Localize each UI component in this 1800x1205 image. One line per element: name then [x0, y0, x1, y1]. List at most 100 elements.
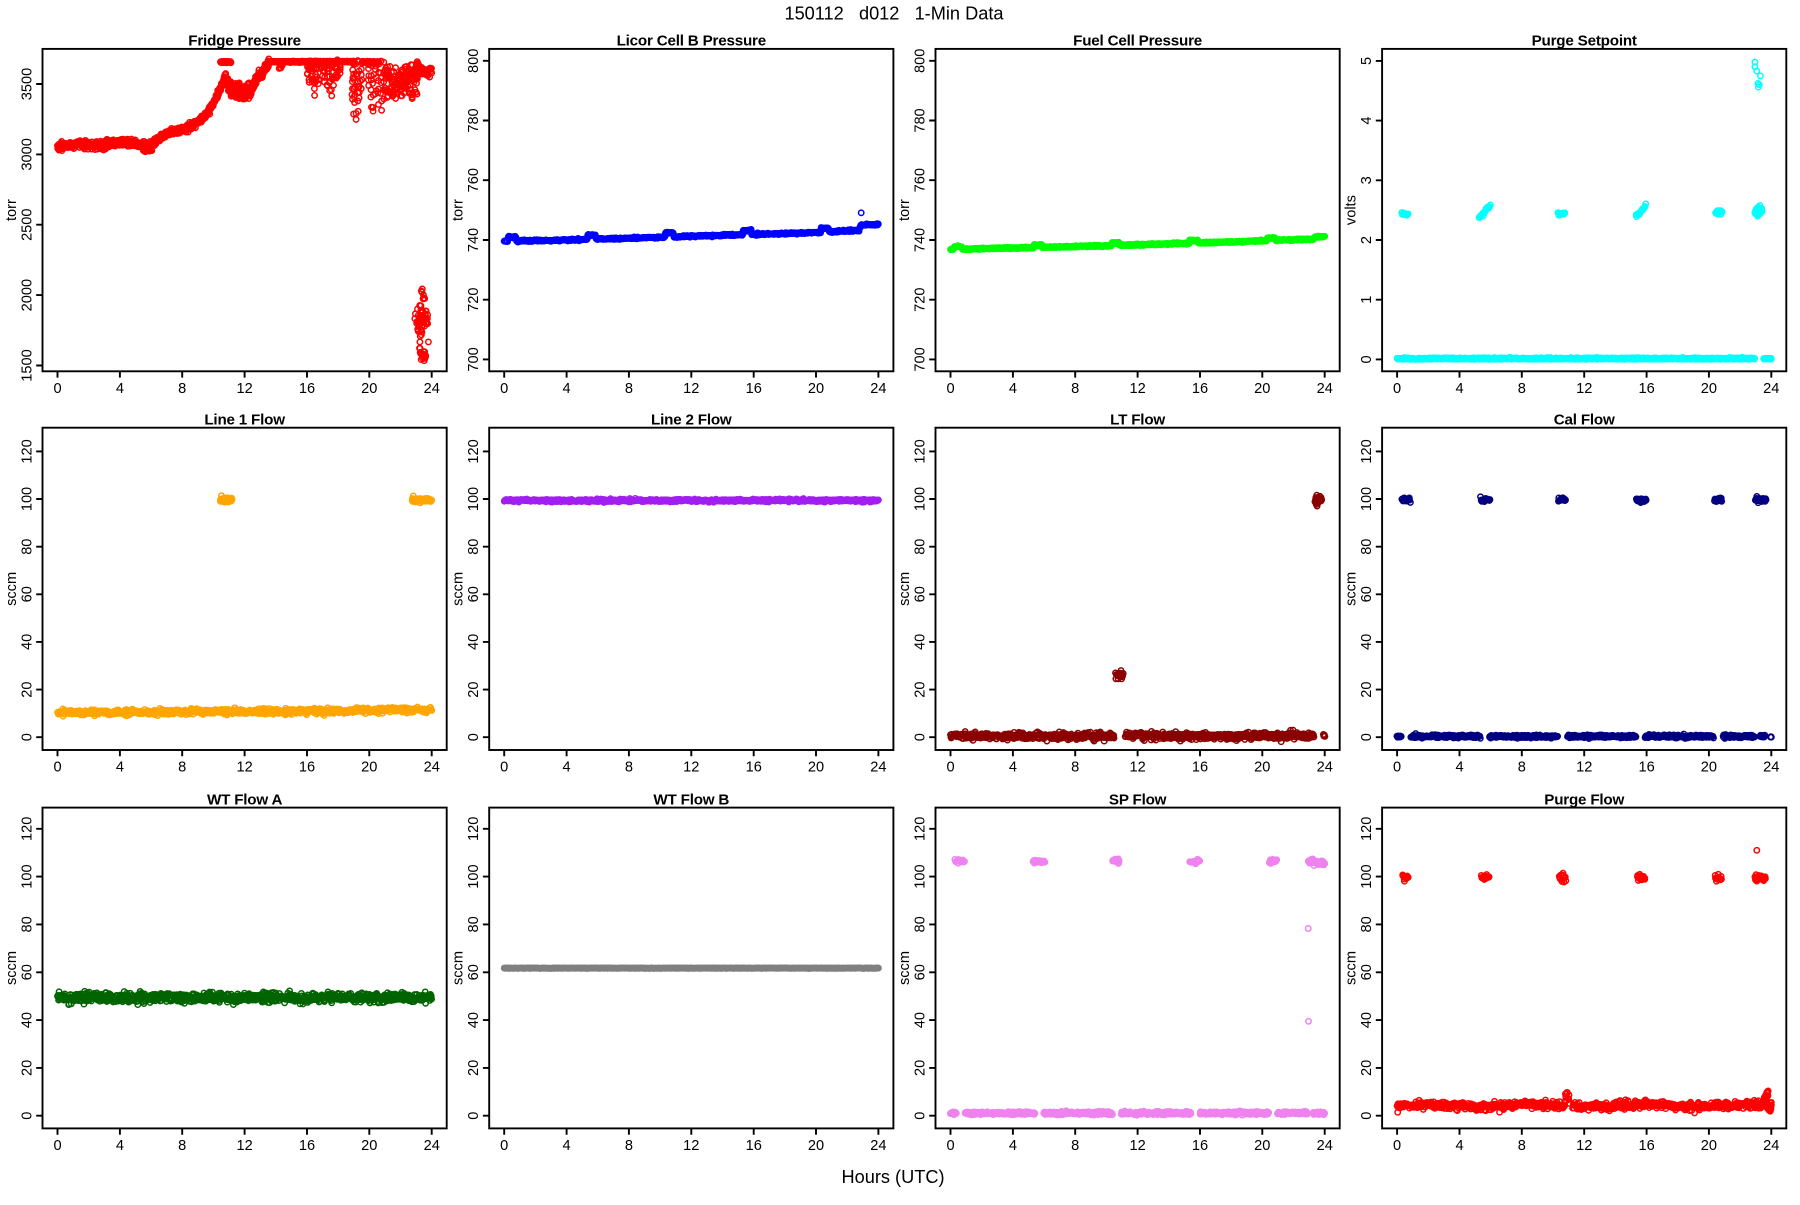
svg-text:24: 24 — [1317, 1138, 1333, 1154]
svg-text:0: 0 — [1359, 733, 1375, 741]
svg-text:16: 16 — [299, 1138, 315, 1154]
svg-text:20: 20 — [361, 1138, 377, 1154]
svg-text:60: 60 — [912, 586, 928, 602]
svg-text:20: 20 — [1254, 760, 1270, 776]
svg-text:Cal Flow: Cal Flow — [1554, 412, 1615, 429]
svg-text:20: 20 — [466, 1060, 482, 1076]
svg-text:16: 16 — [1638, 1138, 1654, 1154]
svg-text:20: 20 — [1254, 1138, 1270, 1154]
svg-text:780: 780 — [912, 108, 928, 132]
svg-text:0: 0 — [1359, 1112, 1375, 1120]
svg-text:8: 8 — [1518, 1138, 1526, 1154]
svg-text:WT Flow B: WT Flow B — [653, 791, 729, 808]
svg-text:24: 24 — [424, 381, 440, 397]
svg-text:720: 720 — [466, 288, 482, 312]
svg-text:torr: torr — [4, 199, 20, 221]
svg-text:120: 120 — [912, 817, 928, 841]
svg-text:100: 100 — [1359, 864, 1375, 888]
svg-text:0: 0 — [946, 760, 954, 776]
svg-text:40: 40 — [19, 1012, 35, 1028]
svg-text:Fridge Pressure: Fridge Pressure — [188, 33, 301, 50]
svg-text:12: 12 — [683, 1138, 699, 1154]
svg-text:20: 20 — [808, 760, 824, 776]
svg-text:700: 700 — [912, 347, 928, 371]
svg-text:120: 120 — [466, 817, 482, 841]
svg-text:760: 760 — [912, 168, 928, 192]
svg-text:12: 12 — [1129, 1138, 1145, 1154]
svg-text:4: 4 — [1009, 381, 1017, 397]
svg-text:100: 100 — [912, 487, 928, 511]
svg-text:24: 24 — [424, 760, 440, 776]
svg-text:8: 8 — [178, 381, 186, 397]
svg-text:12: 12 — [236, 1138, 252, 1154]
svg-text:20: 20 — [808, 381, 824, 397]
svg-text:12: 12 — [1576, 381, 1592, 397]
svg-text:60: 60 — [1359, 964, 1375, 980]
svg-text:20: 20 — [1254, 381, 1270, 397]
svg-text:12: 12 — [683, 381, 699, 397]
svg-text:0: 0 — [946, 1138, 954, 1154]
svg-text:sccm: sccm — [451, 572, 467, 606]
svg-text:8: 8 — [1071, 381, 1079, 397]
svg-text:2000: 2000 — [19, 279, 35, 311]
svg-text:40: 40 — [19, 634, 35, 650]
svg-text:24: 24 — [870, 1138, 886, 1154]
svg-text:16: 16 — [1638, 760, 1654, 776]
svg-text:60: 60 — [1359, 586, 1375, 602]
svg-text:0: 0 — [19, 733, 35, 741]
svg-text:torr: torr — [897, 199, 913, 221]
svg-text:700: 700 — [466, 347, 482, 371]
svg-text:Hours (UTC): Hours (UTC) — [841, 1167, 944, 1187]
svg-text:24: 24 — [424, 1138, 440, 1154]
svg-text:24: 24 — [1317, 760, 1333, 776]
svg-text:8: 8 — [1071, 760, 1079, 776]
svg-text:740: 740 — [912, 228, 928, 252]
svg-text:20: 20 — [19, 1060, 35, 1076]
svg-text:4: 4 — [1359, 117, 1375, 125]
svg-text:0: 0 — [1393, 381, 1401, 397]
svg-text:8: 8 — [625, 381, 633, 397]
svg-text:8: 8 — [1518, 381, 1526, 397]
svg-text:3: 3 — [1359, 176, 1375, 184]
svg-text:120: 120 — [19, 439, 35, 463]
svg-text:40: 40 — [466, 634, 482, 650]
svg-text:12: 12 — [1129, 381, 1145, 397]
svg-text:sccm: sccm — [4, 951, 20, 985]
svg-text:100: 100 — [912, 864, 928, 888]
svg-text:16: 16 — [746, 760, 762, 776]
svg-text:80: 80 — [1359, 539, 1375, 555]
svg-text:12: 12 — [1129, 760, 1145, 776]
svg-text:100: 100 — [1359, 487, 1375, 511]
svg-text:8: 8 — [625, 760, 633, 776]
svg-text:4: 4 — [563, 760, 571, 776]
svg-text:60: 60 — [466, 586, 482, 602]
svg-text:0: 0 — [19, 1112, 35, 1120]
svg-text:20: 20 — [808, 1138, 824, 1154]
svg-text:12: 12 — [1576, 1138, 1592, 1154]
svg-text:4: 4 — [563, 1138, 571, 1154]
svg-text:torr: torr — [451, 199, 467, 221]
svg-text:800: 800 — [466, 49, 482, 73]
svg-text:40: 40 — [1359, 1012, 1375, 1028]
svg-text:8: 8 — [178, 760, 186, 776]
svg-text:20: 20 — [1701, 760, 1717, 776]
svg-text:20: 20 — [361, 760, 377, 776]
svg-text:20: 20 — [912, 1060, 928, 1076]
svg-text:60: 60 — [912, 964, 928, 980]
svg-text:24: 24 — [1763, 1138, 1779, 1154]
svg-text:16: 16 — [299, 381, 315, 397]
svg-text:150112 d012 1-Min Data: 150112 d012 1-Min Data — [784, 4, 1004, 24]
svg-text:0: 0 — [466, 733, 482, 741]
svg-text:0: 0 — [466, 1112, 482, 1120]
svg-text:16: 16 — [1192, 1138, 1208, 1154]
svg-text:4: 4 — [1455, 381, 1463, 397]
svg-text:120: 120 — [1359, 439, 1375, 463]
svg-text:80: 80 — [912, 539, 928, 555]
svg-text:4: 4 — [1455, 760, 1463, 776]
svg-text:sccm: sccm — [451, 951, 467, 985]
svg-text:4: 4 — [1009, 1138, 1017, 1154]
svg-text:0: 0 — [53, 381, 61, 397]
svg-text:2: 2 — [1359, 236, 1375, 244]
svg-text:20: 20 — [361, 381, 377, 397]
svg-text:1500: 1500 — [19, 349, 35, 381]
